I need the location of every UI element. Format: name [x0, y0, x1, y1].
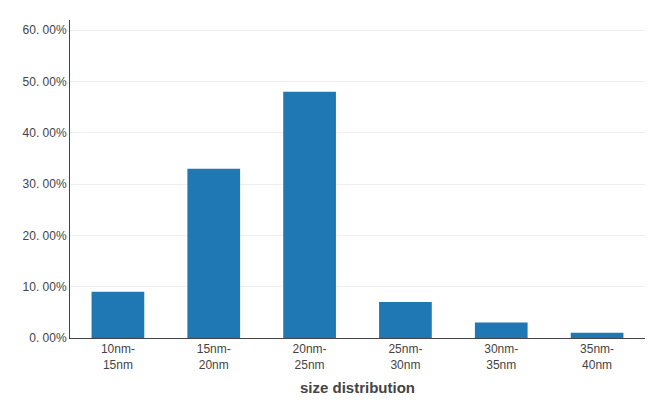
svg-text:size distribution: size distribution [300, 379, 415, 396]
svg-text:10. 00%: 10. 00% [23, 280, 67, 294]
svg-text:20nm-25nm: 20nm-25nm [293, 342, 327, 372]
svg-text:15nm-20nm: 15nm-20nm [197, 342, 231, 372]
svg-text:25nm-30nm: 25nm-30nm [388, 342, 422, 372]
svg-text:50. 00%: 50. 00% [23, 75, 67, 89]
svg-text:35nm-40nm: 35nm-40nm [580, 342, 614, 372]
svg-text:40. 00%: 40. 00% [23, 126, 67, 140]
svg-text:30. 00%: 30. 00% [23, 177, 67, 191]
svg-text:60. 00%: 60. 00% [23, 23, 67, 37]
svg-text:0. 00%: 0. 00% [29, 331, 67, 345]
svg-text:30nm-35nm: 30nm-35nm [484, 342, 518, 372]
svg-text:20. 00%: 20. 00% [23, 229, 67, 243]
svg-text:10nm-15nm: 10nm-15nm [101, 342, 135, 372]
